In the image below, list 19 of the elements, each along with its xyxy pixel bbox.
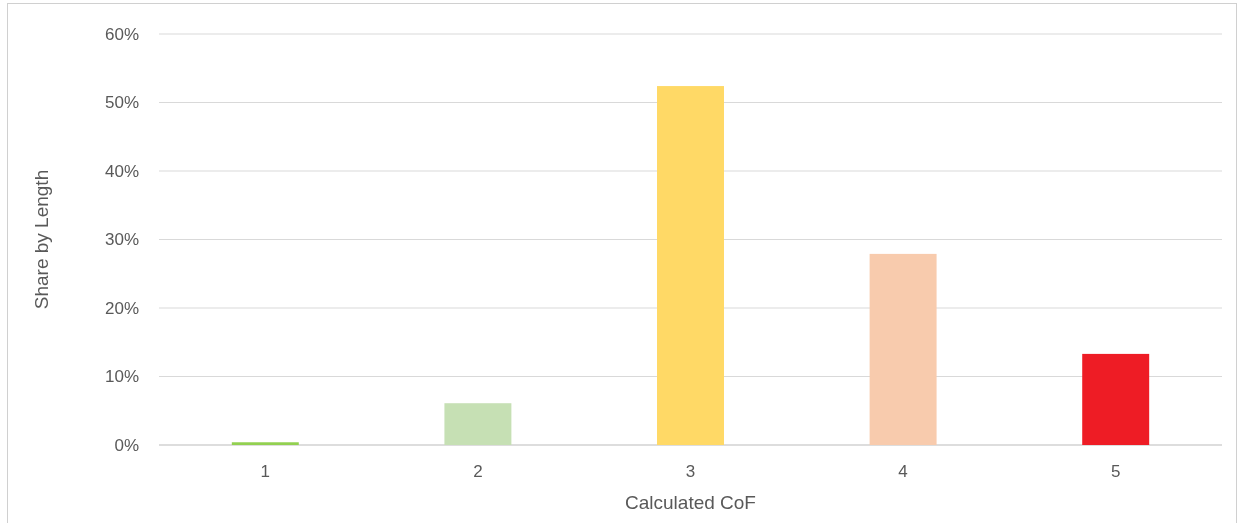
x-tick-label: 4	[898, 462, 908, 481]
bar	[231, 442, 299, 445]
bar	[444, 403, 512, 445]
bar	[1082, 353, 1150, 445]
y-tick-label: 60%	[104, 24, 139, 44]
y-tick-label: 0%	[114, 435, 139, 455]
x-tick-label: 2	[473, 462, 483, 481]
bar	[657, 86, 724, 445]
x-tick-label: 3	[685, 462, 696, 481]
x-tick-label: 5	[1110, 462, 1121, 481]
bar	[869, 253, 937, 445]
y-tick-label: 20%	[104, 298, 139, 318]
y-axis-title: Share by Length	[31, 169, 52, 310]
y-tick-label: 30%	[104, 230, 139, 250]
x-axis-title: Calculated CoF	[625, 492, 756, 513]
y-tick-label: 10%	[104, 367, 139, 387]
y-tick-label: 50%	[104, 93, 139, 113]
x-tick-label: 1	[260, 462, 271, 481]
y-tick-label: 40%	[104, 161, 139, 181]
